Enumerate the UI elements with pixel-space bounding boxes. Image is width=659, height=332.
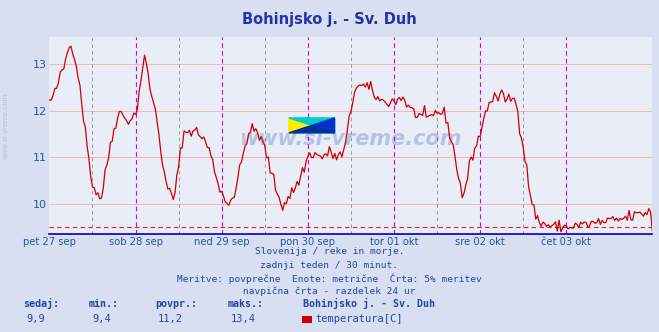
Text: 9,4: 9,4 (92, 314, 111, 324)
Text: povpr.:: povpr.: (155, 299, 197, 309)
Polygon shape (289, 125, 335, 133)
Text: www.si-vreme.com: www.si-vreme.com (2, 93, 9, 159)
Text: 9,9: 9,9 (26, 314, 45, 324)
Polygon shape (289, 118, 312, 133)
Text: min.:: min.: (89, 299, 119, 309)
Text: Slovenija / reke in morje.: Slovenija / reke in morje. (255, 247, 404, 256)
Text: maks.:: maks.: (227, 299, 264, 309)
Polygon shape (289, 118, 335, 125)
Text: Bohinjsko j. - Sv. Duh: Bohinjsko j. - Sv. Duh (242, 12, 417, 27)
Text: navpična črta - razdelek 24 ur: navpična črta - razdelek 24 ur (243, 286, 416, 296)
Polygon shape (312, 118, 335, 133)
Text: sedaj:: sedaj: (23, 298, 59, 309)
Text: Meritve: povprečne  Enote: metrične  Črta: 5% meritev: Meritve: povprečne Enote: metrične Črta:… (177, 274, 482, 285)
Text: zadnji teden / 30 minut.: zadnji teden / 30 minut. (260, 261, 399, 270)
Text: www.si-vreme.com: www.si-vreme.com (240, 129, 462, 149)
Text: 13,4: 13,4 (231, 314, 256, 324)
Text: 11,2: 11,2 (158, 314, 183, 324)
Text: Bohinjsko j. - Sv. Duh: Bohinjsko j. - Sv. Duh (303, 298, 435, 309)
Text: temperatura[C]: temperatura[C] (315, 314, 403, 324)
